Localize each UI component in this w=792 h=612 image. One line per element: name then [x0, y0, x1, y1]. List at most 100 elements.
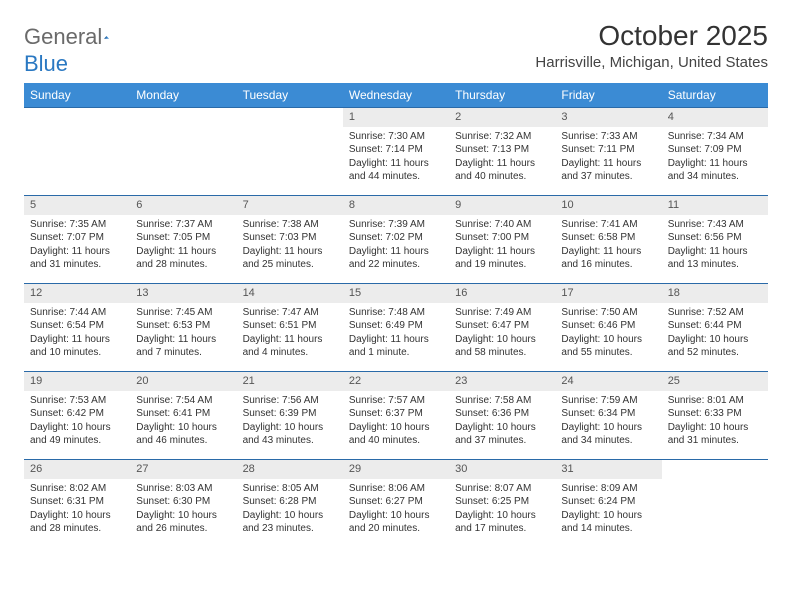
calendar-day-cell: 20Sunrise: 7:54 AMSunset: 6:41 PMDayligh… — [130, 372, 236, 460]
day-info-line: and 43 minutes. — [243, 434, 337, 448]
day-info-line: Daylight: 11 hours — [30, 245, 124, 259]
day-number: 31 — [555, 460, 661, 479]
day-info-line: Sunset: 7:11 PM — [561, 143, 655, 157]
day-info-line: and 28 minutes. — [30, 522, 124, 536]
day-number: 5 — [24, 196, 130, 215]
day-info: Sunrise: 7:48 AMSunset: 6:49 PMDaylight:… — [343, 303, 449, 364]
day-info-line: Daylight: 10 hours — [668, 421, 762, 435]
calendar-table: SundayMondayTuesdayWednesdayThursdayFrid… — [24, 83, 768, 548]
calendar-day-cell — [24, 108, 130, 196]
day-info-line: Sunset: 7:14 PM — [349, 143, 443, 157]
day-info-line: Daylight: 10 hours — [455, 421, 549, 435]
day-info-line: and 7 minutes. — [136, 346, 230, 360]
day-info-line: Daylight: 11 hours — [455, 157, 549, 171]
day-info-line: Daylight: 11 hours — [561, 245, 655, 259]
day-info-line: Sunrise: 7:50 AM — [561, 306, 655, 320]
day-number: 3 — [555, 108, 661, 127]
day-info-line: Sunrise: 7:37 AM — [136, 218, 230, 232]
brand-logo: General — [24, 20, 132, 50]
day-info-line: Sunset: 6:39 PM — [243, 407, 337, 421]
calendar-day-cell: 19Sunrise: 7:53 AMSunset: 6:42 PMDayligh… — [24, 372, 130, 460]
day-info-line: and 31 minutes. — [668, 434, 762, 448]
day-info: Sunrise: 7:52 AMSunset: 6:44 PMDaylight:… — [662, 303, 768, 364]
day-info-line: and 13 minutes. — [668, 258, 762, 272]
day-info-line: Daylight: 10 hours — [455, 333, 549, 347]
day-info-line: and 14 minutes. — [561, 522, 655, 536]
weekday-header: Saturday — [662, 83, 768, 108]
day-info-line: Daylight: 11 hours — [349, 333, 443, 347]
day-number: 27 — [130, 460, 236, 479]
day-info-line: Daylight: 10 hours — [243, 509, 337, 523]
calendar-day-cell — [237, 108, 343, 196]
day-info-line: Sunrise: 7:54 AM — [136, 394, 230, 408]
weekday-header: Thursday — [449, 83, 555, 108]
day-number: 21 — [237, 372, 343, 391]
day-info: Sunrise: 7:58 AMSunset: 6:36 PMDaylight:… — [449, 391, 555, 452]
day-info-line: Daylight: 11 hours — [243, 333, 337, 347]
day-info-line: Sunset: 7:13 PM — [455, 143, 549, 157]
day-info-line: Sunrise: 7:40 AM — [455, 218, 549, 232]
calendar-day-cell: 4Sunrise: 7:34 AMSunset: 7:09 PMDaylight… — [662, 108, 768, 196]
day-number: 25 — [662, 372, 768, 391]
day-info-line: Sunrise: 7:39 AM — [349, 218, 443, 232]
day-info-line: and 26 minutes. — [136, 522, 230, 536]
day-number: 9 — [449, 196, 555, 215]
day-number: 26 — [24, 460, 130, 479]
weekday-header: Tuesday — [237, 83, 343, 108]
day-info-line: Daylight: 10 hours — [668, 333, 762, 347]
day-info-line: and 34 minutes. — [668, 170, 762, 184]
day-info-line: Sunrise: 7:58 AM — [455, 394, 549, 408]
day-number: 28 — [237, 460, 343, 479]
day-info-line: and 52 minutes. — [668, 346, 762, 360]
day-number: 16 — [449, 284, 555, 303]
day-number: 14 — [237, 284, 343, 303]
day-info: Sunrise: 7:41 AMSunset: 6:58 PMDaylight:… — [555, 215, 661, 276]
calendar-header-row: SundayMondayTuesdayWednesdayThursdayFrid… — [24, 83, 768, 108]
day-info: Sunrise: 7:44 AMSunset: 6:54 PMDaylight:… — [24, 303, 130, 364]
day-info-line: and 17 minutes. — [455, 522, 549, 536]
day-info: Sunrise: 7:47 AMSunset: 6:51 PMDaylight:… — [237, 303, 343, 364]
day-info-line: and 10 minutes. — [30, 346, 124, 360]
day-number: 17 — [555, 284, 661, 303]
day-number: 18 — [662, 284, 768, 303]
day-number: 20 — [130, 372, 236, 391]
day-info-line: Sunset: 6:34 PM — [561, 407, 655, 421]
calendar-day-cell: 2 Sunrise: 7:32 AMSunset: 7:13 PMDaylight… — [449, 108, 555, 196]
day-info-line: and 37 minutes. — [455, 434, 549, 448]
day-info-line: Sunset: 7:02 PM — [349, 231, 443, 245]
day-info-line: Daylight: 11 hours — [136, 333, 230, 347]
day-info-line: and 20 minutes. — [349, 522, 443, 536]
day-info-line: Daylight: 11 hours — [243, 245, 337, 259]
calendar-week-row: 19Sunrise: 7:53 AMSunset: 6:42 PMDayligh… — [24, 372, 768, 460]
day-info-line: Daylight: 11 hours — [668, 157, 762, 171]
day-info-line: Sunrise: 7:32 AM — [455, 130, 549, 144]
calendar-week-row: 26Sunrise: 8:02 AMSunset: 6:31 PMDayligh… — [24, 460, 768, 548]
day-info: Sunrise: 8:02 AMSunset: 6:31 PMDaylight:… — [24, 479, 130, 540]
calendar-day-cell: 21Sunrise: 7:56 AMSunset: 6:39 PMDayligh… — [237, 372, 343, 460]
day-info-line: Sunset: 6:24 PM — [561, 495, 655, 509]
day-info-line: and 44 minutes. — [349, 170, 443, 184]
day-info-line: Sunset: 6:33 PM — [668, 407, 762, 421]
calendar-week-row: 5Sunrise: 7:35 AMSunset: 7:07 PMDaylight… — [24, 196, 768, 284]
day-number: 8 — [343, 196, 449, 215]
calendar-day-cell: 27Sunrise: 8:03 AMSunset: 6:30 PMDayligh… — [130, 460, 236, 548]
weekday-header: Monday — [130, 83, 236, 108]
day-info-line: Daylight: 11 hours — [455, 245, 549, 259]
day-info-line: Sunrise: 8:07 AM — [455, 482, 549, 496]
calendar-day-cell: 16Sunrise: 7:49 AMSunset: 6:47 PMDayligh… — [449, 284, 555, 372]
day-info-line: Sunset: 6:42 PM — [30, 407, 124, 421]
day-info-line: Sunrise: 7:57 AM — [349, 394, 443, 408]
day-info: Sunrise: 7:56 AMSunset: 6:39 PMDaylight:… — [237, 391, 343, 452]
day-info-line: Daylight: 10 hours — [243, 421, 337, 435]
calendar-day-cell: 10Sunrise: 7:41 AMSunset: 6:58 PMDayligh… — [555, 196, 661, 284]
day-number: 11 — [662, 196, 768, 215]
calendar-day-cell: 31Sunrise: 8:09 AMSunset: 6:24 PMDayligh… — [555, 460, 661, 548]
calendar-day-cell: 25Sunrise: 8:01 AMSunset: 6:33 PMDayligh… — [662, 372, 768, 460]
day-info-line: Sunrise: 7:30 AM — [349, 130, 443, 144]
day-number: 2 — [449, 108, 555, 127]
day-info: Sunrise: 7:30 AMSunset: 7:14 PMDaylight:… — [343, 127, 449, 188]
day-number: 12 — [24, 284, 130, 303]
day-info-line: Sunrise: 7:35 AM — [30, 218, 124, 232]
day-info-line: Daylight: 11 hours — [136, 245, 230, 259]
day-info-line: Sunrise: 7:59 AM — [561, 394, 655, 408]
